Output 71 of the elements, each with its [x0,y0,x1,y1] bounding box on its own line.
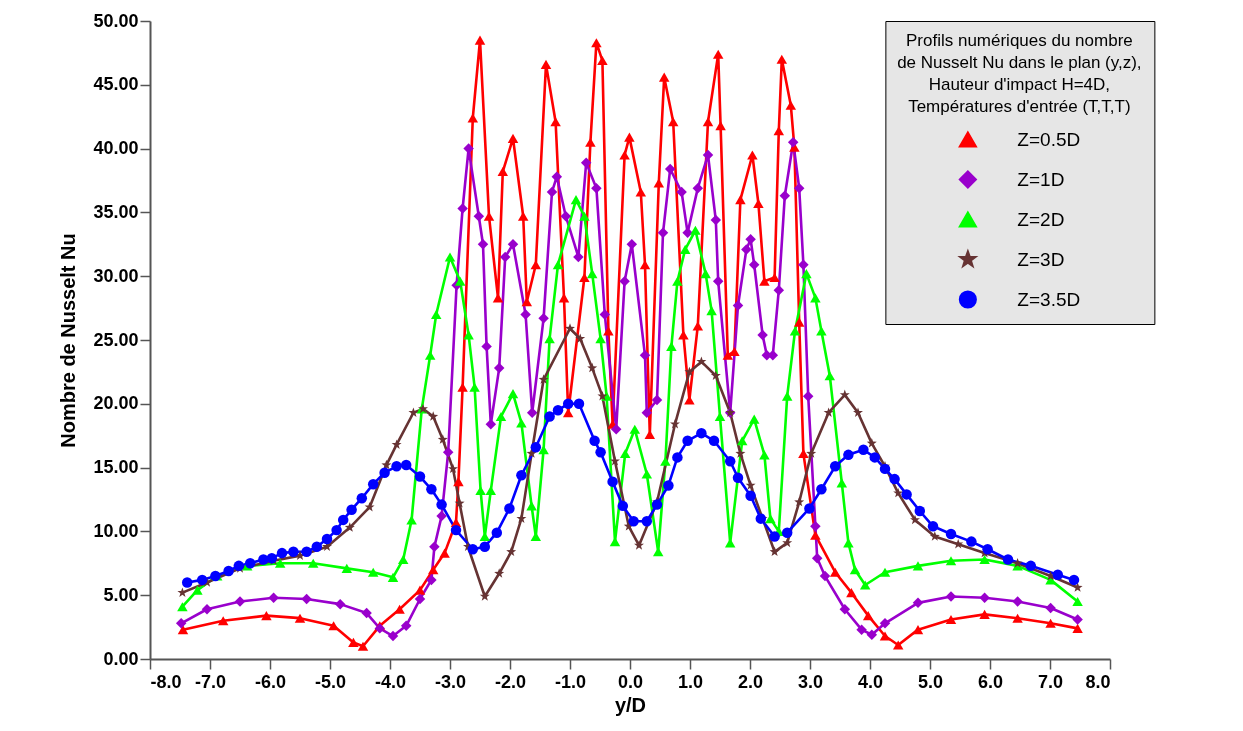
point [479,591,490,601]
x-tick-label: -1.0 [554,671,587,692]
x-tick-label: 0.0 [617,671,644,692]
legend-label: Z=3.5D [1017,288,1081,310]
point [381,459,392,470]
x-axis-title: y/D [614,693,647,716]
point [538,374,549,384]
legend-label: Z=0.5D [1017,128,1081,150]
point [745,480,756,490]
point [391,439,402,449]
point [344,522,355,532]
x-tick-label: -5.0 [314,671,347,692]
point [794,496,805,507]
point [735,448,746,458]
point [587,362,598,373]
point [823,407,834,417]
point [506,546,517,557]
point [634,540,644,550]
y-tick-label: 50.00 [93,10,139,31]
point [866,438,877,448]
x-tick-label: -2.0 [494,671,527,692]
x-tick-label: -6.0 [254,671,287,692]
legend-label: Z=3D [1017,248,1065,270]
point [428,411,439,421]
x-tick-label: 4.0 [857,671,884,692]
point [597,390,608,401]
point [670,418,680,429]
x-tick-label: 5.0 [917,671,944,692]
legend-title: Profils numériques du nombre de Nusselt Nu dans le plan (y,z), Hauteur d'impact H=4D, Températures d'entrée (T,T,T) [897,31,1142,116]
legend-label: Z=1D [1017,168,1065,190]
point [610,455,620,466]
y-tick-label: 45.00 [93,74,139,95]
x-tick-label: -3.0 [434,671,467,692]
y-tick-label: 15.00 [93,457,139,478]
x-tick-label: 2.0 [737,671,764,692]
point [684,366,695,377]
legend-label: Z=2D [1017,208,1065,230]
point [782,537,793,548]
point [929,531,940,541]
y-tick-label: 25.00 [93,329,139,350]
point [565,323,575,333]
x-tick-label: 7.0 [1037,671,1064,692]
y-tick-label: 0.00 [103,648,139,669]
x-tick-label: -7.0 [194,671,227,692]
point [893,487,904,498]
y-tick-label: 30.00 [93,265,139,286]
point [494,568,505,578]
point [448,463,458,474]
point [710,370,721,380]
x-tick-label: 8.0 [1085,671,1111,692]
y-tick-label: 5.00 [103,584,139,605]
point [454,498,465,508]
y-tick-label: 10.00 [93,520,139,541]
point [769,546,780,557]
point [408,407,419,417]
y-tick-label: 40.00 [93,138,139,159]
x-tick-label: 1.0 [677,671,704,692]
point [364,501,375,512]
x-tick-label: -8.0 [150,671,182,692]
x-tick-label: -4.0 [374,671,407,692]
point [806,448,817,458]
point [696,356,707,366]
y-axis-title: Nombre de Nusselt Nu [57,233,80,448]
point [575,333,586,343]
y-tick-label: 20.00 [93,393,139,414]
x-tick-label: 6.0 [977,671,1004,692]
point [853,407,863,417]
point [910,514,920,525]
x-tick-label: 3.0 [797,671,824,692]
y-tick-label: 35.00 [93,201,139,222]
point [437,434,448,444]
